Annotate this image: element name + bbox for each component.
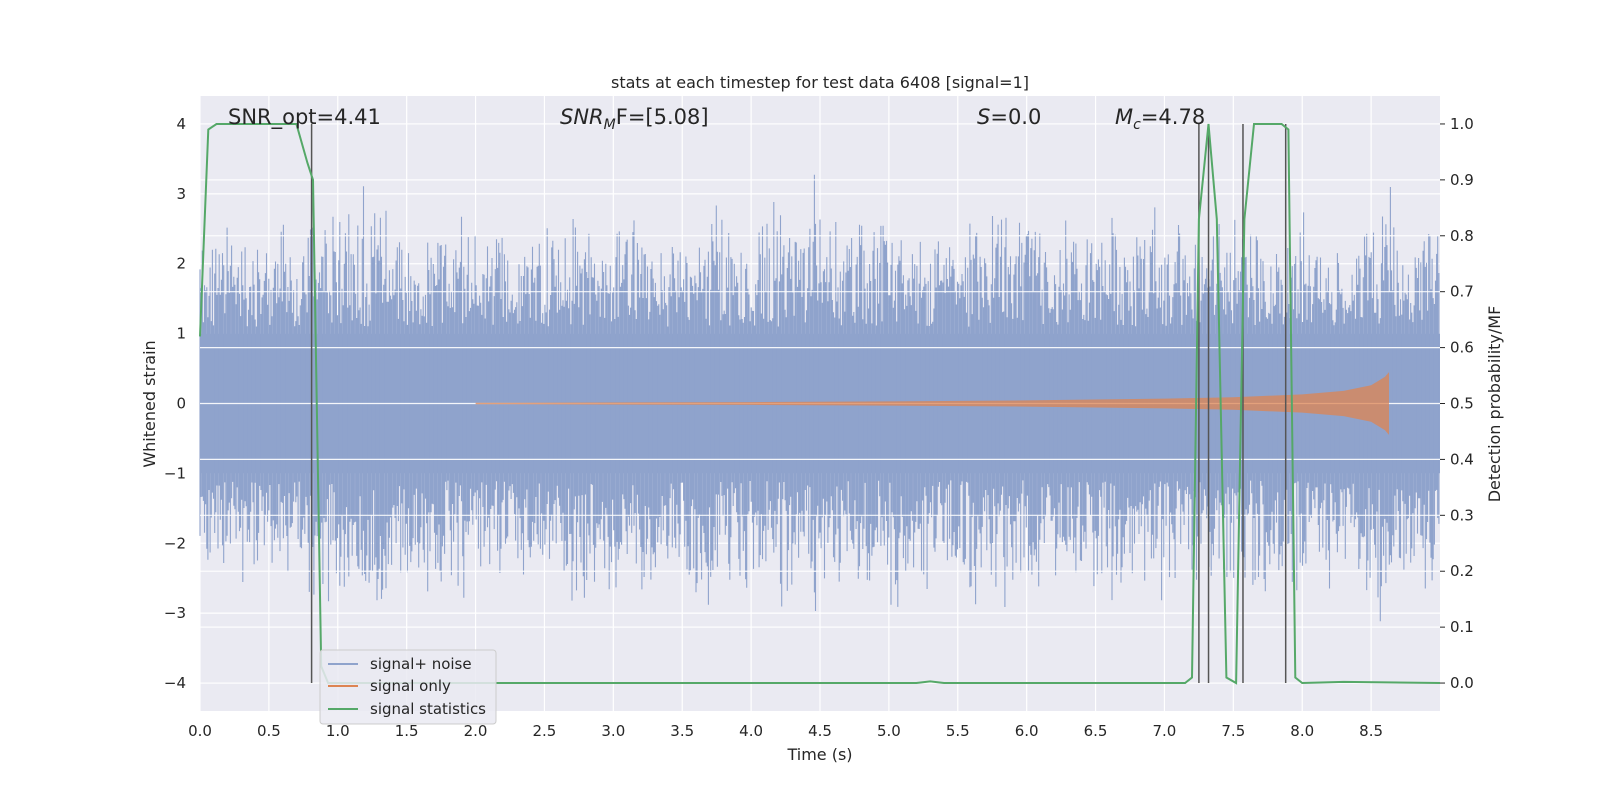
y-right-tick-label: 0.3 [1450, 506, 1474, 524]
y-right-tick-label: 0.2 [1450, 562, 1474, 580]
x-axis-label: Time (s) [786, 745, 852, 764]
annotation-snr-opt: SNR_opt=4.41 [228, 105, 381, 130]
y-right-tick-label: 0.9 [1450, 171, 1474, 189]
signal-statistics-series [199, 123, 1441, 685]
annotation-mc: Mc=4.78 [1115, 105, 1205, 133]
mc-symbol: M [1115, 105, 1133, 129]
signal-statistics-line [199, 123, 1441, 685]
snr-mf-value: F=[5.08] [616, 105, 709, 129]
x-tick-label: 3.0 [601, 722, 625, 740]
snr-mf-subscript: M [604, 117, 616, 133]
annotation-snr-mf: SNRMF=[5.08] [560, 105, 709, 133]
y-right-tick-label: 0.6 [1450, 339, 1474, 357]
y-left-tick-label: 0 [176, 395, 186, 413]
y-right-tick-label: 1.0 [1450, 115, 1474, 133]
x-tick-label: 7.0 [1153, 722, 1177, 740]
chart-title: stats at each timestep for test data 640… [611, 73, 1029, 92]
y-axis-label-left: Whitened strain [140, 340, 159, 467]
legend-label-signal-statistics: signal statistics [370, 700, 486, 718]
signal-only-series [475, 372, 1390, 435]
y-right-tick-label: 0.7 [1450, 283, 1474, 301]
x-tick-label: 1.0 [326, 722, 350, 740]
x-tick-label: 8.5 [1359, 722, 1383, 740]
x-tick-label: 6.0 [1015, 722, 1039, 740]
x-tick-label: 4.0 [739, 722, 763, 740]
snr-mf-symbol: SNR [560, 105, 604, 129]
x-tick-label: 2.0 [464, 722, 488, 740]
y-left-tick-label: 3 [176, 185, 186, 203]
x-tick-label: 2.5 [533, 722, 557, 740]
legend-label-signal-only: signal only [370, 677, 451, 695]
x-tick-label: 4.5 [808, 722, 832, 740]
signal-only-area [475, 372, 1390, 435]
y-right-tick-label: 0.8 [1450, 227, 1474, 245]
y-left-tick-label: 2 [176, 255, 186, 273]
legend-label-signal-noise: signal+ noise [370, 655, 472, 673]
y-left-tick-label: −4 [164, 674, 186, 692]
mc-subscript: c [1133, 117, 1141, 133]
y-right-tick-label: 0.4 [1450, 450, 1474, 468]
y-right-tick-label: 0.0 [1450, 674, 1474, 692]
y-right-tick-labels: 0.0 0.1 0.2 0.3 0.4 0.5 0.6 0.7 0.8 0.9 1.0 [1440, 115, 1474, 692]
y-axis-label-right: Detection probability/MF [1485, 306, 1504, 503]
x-tick-labels: 0.0 0.5 1.0 1.5 2.0 2.5 3.0 3.5 4.0 4.5 5.0 5.5 6.0 6… [188, 722, 1383, 740]
x-tick-label: 5.5 [946, 722, 970, 740]
x-tick-label: 0.0 [188, 722, 212, 740]
y-left-tick-label: 4 [176, 115, 186, 133]
y-left-tick-label: −1 [164, 464, 186, 482]
x-tick-label: 7.5 [1221, 722, 1245, 740]
y-left-tick-label: −3 [164, 604, 186, 622]
annotation-s: S=0.0 [977, 105, 1041, 129]
y-left-tick-label: −2 [164, 534, 186, 552]
x-tick-label: 5.0 [877, 722, 901, 740]
x-tick-label: 3.5 [670, 722, 694, 740]
legend: signal+ noise signal only signal statist… [319, 649, 497, 725]
y-right-tick-label: 0.1 [1450, 618, 1474, 636]
x-tick-label: 6.5 [1084, 722, 1108, 740]
y-right-tick-label: 0.5 [1450, 395, 1474, 413]
legend-box [319, 649, 497, 725]
x-tick-label: 8.0 [1290, 722, 1314, 740]
x-tick-label: 0.5 [257, 722, 281, 740]
y-left-tick-labels: −4 −3 −2 −1 0 1 2 3 4 [164, 115, 186, 692]
x-tick-label: 1.5 [395, 722, 419, 740]
signal-noise-line [199, 174, 1440, 622]
mc-value: =4.78 [1141, 105, 1205, 129]
y-left-tick-label: 1 [176, 325, 186, 343]
s-symbol: S [977, 105, 990, 129]
s-value: =0.0 [990, 105, 1041, 129]
